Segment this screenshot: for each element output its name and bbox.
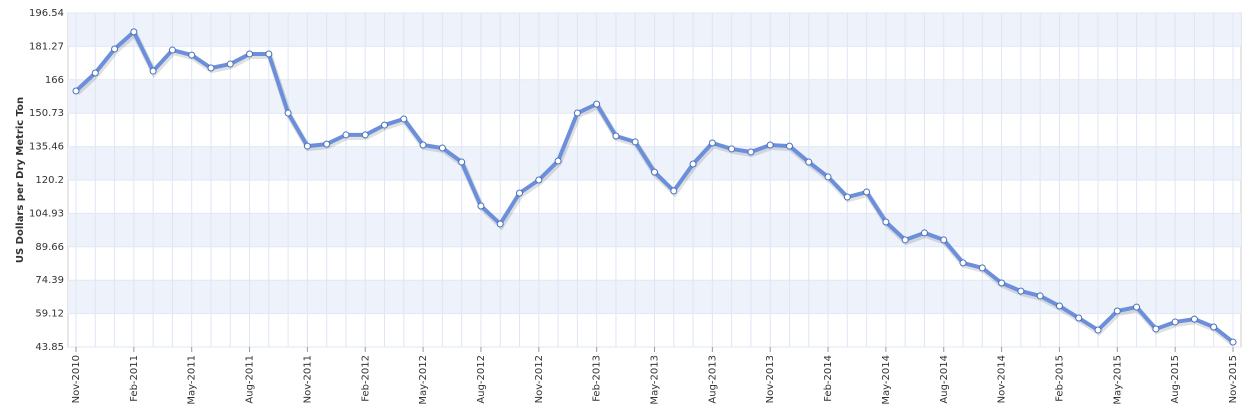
- x-tick-label: Aug-2013: [707, 355, 718, 404]
- data-point: [940, 236, 948, 244]
- data-point: [130, 28, 138, 36]
- data-point: [458, 158, 466, 166]
- data-point: [766, 141, 774, 149]
- x-tick-label: May-2013: [650, 355, 661, 405]
- data-point: [168, 46, 176, 54]
- data-point: [1171, 318, 1179, 326]
- y-tick-label: 135.46: [29, 142, 64, 153]
- data-point: [689, 160, 697, 168]
- data-point: [843, 193, 851, 201]
- y-tick-label: 59.12: [35, 309, 64, 320]
- data-point: [728, 145, 736, 153]
- y-tick-label: 150.73: [29, 108, 64, 119]
- y-tick-label: 89.66: [35, 242, 64, 253]
- x-tick-label: May-2012: [418, 355, 429, 405]
- data-point: [381, 121, 389, 129]
- data-point: [708, 139, 716, 147]
- data-point: [1133, 303, 1141, 311]
- y-tick-label: 181.27: [29, 41, 64, 52]
- data-point: [284, 109, 292, 117]
- data-point: [593, 100, 601, 108]
- x-tick-label: Feb-2015: [1054, 355, 1065, 402]
- data-point: [535, 176, 543, 184]
- data-point: [1094, 326, 1102, 334]
- y-tick-label: 120.2: [35, 175, 64, 186]
- data-point: [91, 69, 99, 77]
- data-point: [1036, 292, 1044, 300]
- data-point: [303, 142, 311, 150]
- x-tick-label: Aug-2011: [245, 355, 256, 404]
- data-point: [670, 187, 678, 195]
- y-axis-title: US Dollars per Dry Metric Ton: [15, 97, 26, 263]
- data-point: [438, 144, 446, 152]
- data-point: [1229, 338, 1237, 346]
- data-point: [998, 279, 1006, 287]
- y-tick-label: 74.39: [35, 275, 64, 286]
- data-point: [612, 132, 620, 140]
- x-tick-label: Nov-2014: [997, 355, 1008, 403]
- data-point: [1055, 302, 1063, 310]
- y-tick-label: 166: [45, 75, 64, 86]
- data-point: [516, 189, 524, 197]
- data-point: [651, 168, 658, 176]
- data-point: [882, 218, 890, 226]
- data-point: [496, 220, 504, 228]
- x-tick-label: Feb-2014: [823, 355, 834, 402]
- data-point: [361, 131, 369, 139]
- data-point: [1017, 287, 1025, 295]
- data-point: [901, 236, 909, 244]
- data-point: [342, 131, 350, 139]
- data-point: [1075, 314, 1083, 322]
- x-tick-label: Aug-2015: [1170, 355, 1181, 404]
- x-tick-label: Nov-2010: [71, 355, 82, 403]
- data-point: [400, 115, 408, 123]
- y-tick-label: 196.54: [29, 8, 64, 19]
- data-point: [207, 64, 215, 72]
- x-tick-label: May-2014: [881, 355, 892, 405]
- data-point: [265, 50, 273, 58]
- data-point: [920, 229, 928, 237]
- x-tick-label: Nov-2015: [1228, 355, 1239, 403]
- data-point: [631, 138, 639, 146]
- y-tick-label: 43.85: [35, 342, 64, 353]
- data-point: [246, 50, 254, 58]
- data-point: [1113, 307, 1121, 315]
- x-tick-label: May-2015: [1112, 355, 1123, 405]
- x-tick-label: Nov-2011: [302, 355, 313, 403]
- x-tick-label: Feb-2011: [129, 355, 140, 402]
- data-point: [1152, 325, 1160, 333]
- x-tick-label: Feb-2013: [592, 355, 603, 402]
- data-point: [863, 188, 871, 196]
- data-point: [188, 51, 196, 59]
- data-point: [226, 60, 234, 68]
- data-point: [554, 157, 562, 165]
- x-tick-label: Aug-2014: [939, 355, 950, 404]
- data-point: [959, 259, 967, 267]
- x-tick-label: Aug-2012: [476, 355, 487, 404]
- data-point: [747, 148, 755, 156]
- data-point: [72, 87, 80, 95]
- data-point: [419, 141, 427, 149]
- data-point: [111, 45, 119, 53]
- data-point: [149, 67, 157, 75]
- data-point: [573, 109, 581, 117]
- data-point: [1210, 323, 1218, 331]
- x-tick-label: Feb-2012: [360, 355, 371, 402]
- y-tick-label: 104.93: [29, 208, 64, 219]
- x-tick-label: May-2011: [187, 355, 198, 405]
- data-point: [1190, 315, 1198, 323]
- data-point: [323, 140, 331, 148]
- x-tick-label: Nov-2012: [534, 355, 545, 403]
- data-point: [824, 173, 832, 181]
- x-tick-label: Nov-2013: [765, 355, 776, 403]
- data-point: [785, 142, 793, 150]
- data-point: [978, 264, 986, 272]
- data-point: [477, 202, 485, 210]
- data-point: [805, 158, 813, 166]
